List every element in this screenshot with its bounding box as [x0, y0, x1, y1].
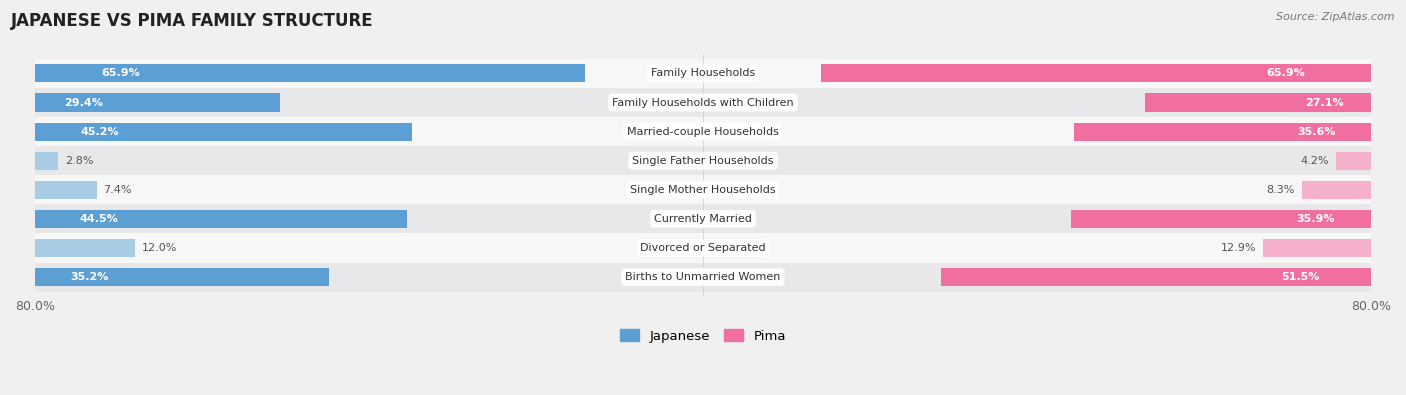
Bar	[35, 204, 1371, 233]
Text: 12.0%: 12.0%	[142, 243, 177, 253]
Text: 35.6%: 35.6%	[1296, 127, 1336, 137]
Text: 65.9%: 65.9%	[101, 68, 139, 79]
Bar	[1263, 239, 1371, 257]
Text: Family Households with Children: Family Households with Children	[612, 98, 794, 107]
Bar	[35, 88, 1371, 117]
Bar	[35, 152, 59, 170]
Bar	[941, 268, 1371, 286]
Text: 35.2%: 35.2%	[70, 272, 108, 282]
Bar	[35, 239, 135, 257]
Bar	[35, 263, 1371, 292]
Text: Single Mother Households: Single Mother Households	[630, 185, 776, 195]
Text: 35.9%: 35.9%	[1296, 214, 1336, 224]
Bar	[35, 181, 97, 199]
Text: 4.2%: 4.2%	[1301, 156, 1329, 166]
Bar	[1074, 122, 1371, 141]
Text: 27.1%: 27.1%	[1305, 98, 1344, 107]
Text: Births to Unmarried Women: Births to Unmarried Women	[626, 272, 780, 282]
Text: 51.5%: 51.5%	[1281, 272, 1319, 282]
Text: 44.5%: 44.5%	[80, 214, 118, 224]
Text: JAPANESE VS PIMA FAMILY STRUCTURE: JAPANESE VS PIMA FAMILY STRUCTURE	[11, 12, 374, 30]
Text: Married-couple Households: Married-couple Households	[627, 127, 779, 137]
Text: Divorced or Separated: Divorced or Separated	[640, 243, 766, 253]
Bar	[35, 268, 329, 286]
Bar	[1144, 94, 1371, 111]
Legend: Japanese, Pima: Japanese, Pima	[620, 329, 786, 342]
Text: Family Households: Family Households	[651, 68, 755, 79]
Text: 2.8%: 2.8%	[65, 156, 94, 166]
Bar	[35, 59, 1371, 88]
Bar	[35, 233, 1371, 263]
Text: Source: ZipAtlas.com: Source: ZipAtlas.com	[1277, 12, 1395, 22]
Bar	[35, 94, 280, 111]
Bar	[35, 117, 1371, 146]
Bar	[35, 122, 412, 141]
Text: 7.4%: 7.4%	[104, 185, 132, 195]
Bar	[821, 64, 1371, 83]
Text: 29.4%: 29.4%	[65, 98, 103, 107]
Bar	[35, 146, 1371, 175]
Bar	[1336, 152, 1371, 170]
Text: Single Father Households: Single Father Households	[633, 156, 773, 166]
Bar	[35, 175, 1371, 204]
Bar	[1071, 210, 1371, 228]
Text: Currently Married: Currently Married	[654, 214, 752, 224]
Bar	[1302, 181, 1371, 199]
Text: 65.9%: 65.9%	[1267, 68, 1305, 79]
Text: 8.3%: 8.3%	[1267, 185, 1295, 195]
Bar	[35, 64, 585, 83]
Text: 12.9%: 12.9%	[1220, 243, 1257, 253]
Text: 45.2%: 45.2%	[80, 127, 120, 137]
Bar	[35, 210, 406, 228]
